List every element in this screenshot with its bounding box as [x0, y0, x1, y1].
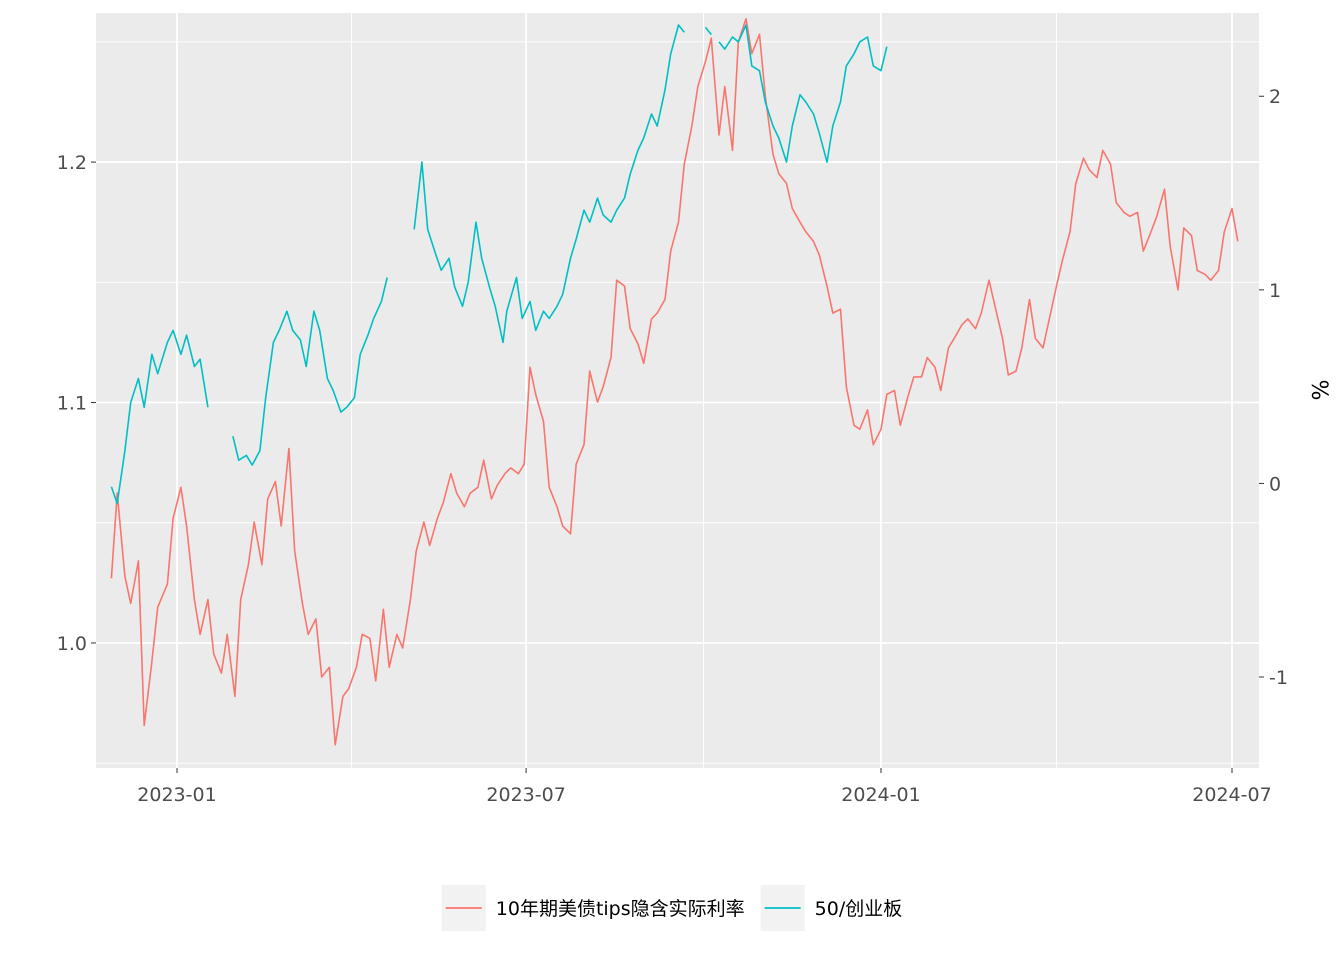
right-axis-tick-label: 1: [1269, 280, 1281, 302]
left-axis-tick-label: 1.0: [57, 633, 87, 655]
x-axis-tick-label: 2024-01: [841, 784, 920, 806]
left-axis-tick-label: 1.2: [57, 152, 87, 174]
series-line-segment: [110, 17, 1239, 746]
series-1: [110, 17, 1239, 746]
series-line-segment: [704, 26, 712, 36]
series-line-segment: [718, 24, 888, 163]
series-2: [110, 24, 888, 505]
series-line-segment: [232, 277, 388, 466]
legend-item-1: 10年期美债tips隐含实际利率: [441, 885, 745, 931]
x-axis-tick-label: 2024-07: [1192, 784, 1271, 806]
legend-label: 50/创业板: [815, 898, 903, 920]
axes: 1.0 1.1 1.2 -1 0 1 2 2023-01 2023-07 2024-01 2024-…: [57, 86, 1288, 806]
grid-lines: [96, 13, 1259, 768]
right-axis-tick-label: 0: [1269, 473, 1281, 495]
right-axis-title: %: [1306, 380, 1331, 401]
x-axis-tick-label: 2023-07: [486, 784, 565, 806]
plot-panel-background: [96, 13, 1259, 768]
series-line-segment: [110, 329, 209, 505]
series-lines: [110, 17, 1239, 746]
x-axis-tick-label: 2023-01: [137, 784, 216, 806]
right-axis-tick-label: -1: [1269, 667, 1288, 689]
legend-label: 10年期美债tips隐含实际利率: [496, 898, 745, 920]
left-axis-tick-label: 1.1: [57, 393, 87, 415]
right-axis-tick-label: 2: [1269, 86, 1281, 108]
series-line-segment: [413, 24, 685, 344]
legend-item-2: 50/创业板: [760, 885, 903, 931]
legend: 10年期美债tips隐含实际利率 50/创业板: [441, 885, 903, 931]
